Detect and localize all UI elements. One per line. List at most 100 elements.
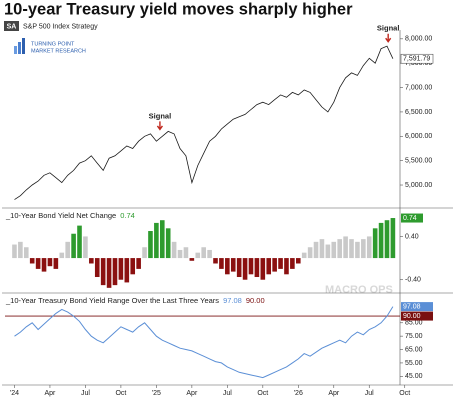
reference-label: 90.00 xyxy=(403,313,421,320)
annotation-arrow xyxy=(385,33,392,43)
x-tick-label: Jul xyxy=(223,390,232,397)
logo-text: TURNING POINT xyxy=(31,41,75,47)
x-tick-label: Apr xyxy=(44,390,56,397)
bar xyxy=(12,244,17,259)
legend-value: 90.00 xyxy=(246,296,265,305)
y-tick-label: 6,500.00 xyxy=(405,109,432,116)
y-tick-label: 75.00 xyxy=(405,333,423,340)
bar xyxy=(83,236,88,259)
panel-title: _10-Year Treasury Bond Yield Range Over … xyxy=(5,296,219,305)
bar xyxy=(154,222,159,259)
badge-box xyxy=(4,21,19,31)
bar xyxy=(254,258,260,278)
bar xyxy=(355,241,360,259)
y-tick-label: 85.00 xyxy=(405,320,423,327)
line xyxy=(14,306,394,379)
x-tick-label: Apr xyxy=(186,390,198,397)
bar xyxy=(195,252,201,259)
bar xyxy=(319,239,325,259)
bar xyxy=(278,258,283,269)
bar xyxy=(248,258,254,275)
bar xyxy=(53,258,59,269)
bar xyxy=(47,258,53,267)
bar xyxy=(337,239,342,259)
last-value-box xyxy=(401,302,433,312)
logo-text: MARKET RESEARCH xyxy=(31,48,86,54)
y-tick-label: 55.00 xyxy=(405,360,423,367)
bar xyxy=(65,241,70,259)
bar xyxy=(266,258,272,275)
bar xyxy=(225,258,230,275)
bar xyxy=(41,258,47,272)
annotation: Signal xyxy=(377,24,400,33)
subtitle: S&P 500 Index Strategy xyxy=(23,23,98,30)
bar xyxy=(183,247,189,259)
x-tick-label: Oct xyxy=(115,390,126,397)
page-title: 10-year Treasury yield moves sharply hig… xyxy=(4,0,353,18)
bar xyxy=(295,258,301,264)
y-tick-label: 5,500.00 xyxy=(405,157,432,164)
bar xyxy=(230,258,236,272)
bar xyxy=(213,258,218,264)
bar xyxy=(159,220,165,259)
x-tick-label: '25 xyxy=(152,390,161,397)
y-tick-label: 45.00 xyxy=(405,373,423,380)
bar xyxy=(59,252,65,259)
bar xyxy=(77,225,82,259)
y-tick-label: 8,000.00 xyxy=(405,36,432,43)
bar xyxy=(307,247,313,259)
line xyxy=(14,45,394,200)
bar xyxy=(207,249,212,259)
bar xyxy=(118,258,124,280)
y-tick-label: 5,000.00 xyxy=(405,182,432,189)
y-tick-label: 7,500.00 xyxy=(405,60,432,67)
y-tick-label: 7,000.00 xyxy=(405,84,432,91)
bar xyxy=(260,258,266,280)
bar xyxy=(372,228,378,259)
bar xyxy=(177,249,183,259)
logo-icon xyxy=(14,38,25,54)
bar xyxy=(384,220,390,259)
bar xyxy=(301,252,307,259)
bar xyxy=(171,241,177,259)
bar xyxy=(290,258,295,269)
bar xyxy=(142,247,147,259)
bar xyxy=(18,241,23,259)
x-tick-label: Oct xyxy=(399,390,410,397)
last-value-label: 97.08 xyxy=(403,303,421,310)
y-tick-label: 6,000.00 xyxy=(405,133,432,140)
x-tick-label: '24 xyxy=(10,390,19,397)
bar xyxy=(124,258,130,283)
x-tick-label: '26 xyxy=(294,390,303,397)
bar xyxy=(313,241,319,259)
bar xyxy=(136,258,141,269)
bar xyxy=(378,222,384,259)
bar xyxy=(148,231,153,259)
y-tick-label: 0.40 xyxy=(405,233,419,240)
bar xyxy=(284,258,289,275)
bar xyxy=(349,239,354,259)
bar xyxy=(106,258,112,288)
bar xyxy=(331,241,337,259)
bar xyxy=(89,258,94,264)
bar xyxy=(390,218,396,259)
bar xyxy=(189,258,195,261)
bar xyxy=(325,244,331,259)
bar xyxy=(112,258,118,286)
bar xyxy=(242,258,248,280)
badge: SA xyxy=(7,23,17,30)
y-tick-label: -0.40 xyxy=(405,277,421,284)
last-value-label: 0.74 xyxy=(403,215,417,222)
watermark: MACRO OPS xyxy=(325,284,393,296)
bar xyxy=(219,258,224,269)
panel-title: _10-Year Bond Yield Net Change xyxy=(5,211,116,220)
legend-value: 0.74 xyxy=(120,211,135,220)
bar xyxy=(361,239,366,259)
bar xyxy=(343,236,348,259)
bar xyxy=(201,247,206,259)
bar xyxy=(100,258,106,286)
last-value-box xyxy=(401,213,423,223)
bar xyxy=(236,258,242,278)
